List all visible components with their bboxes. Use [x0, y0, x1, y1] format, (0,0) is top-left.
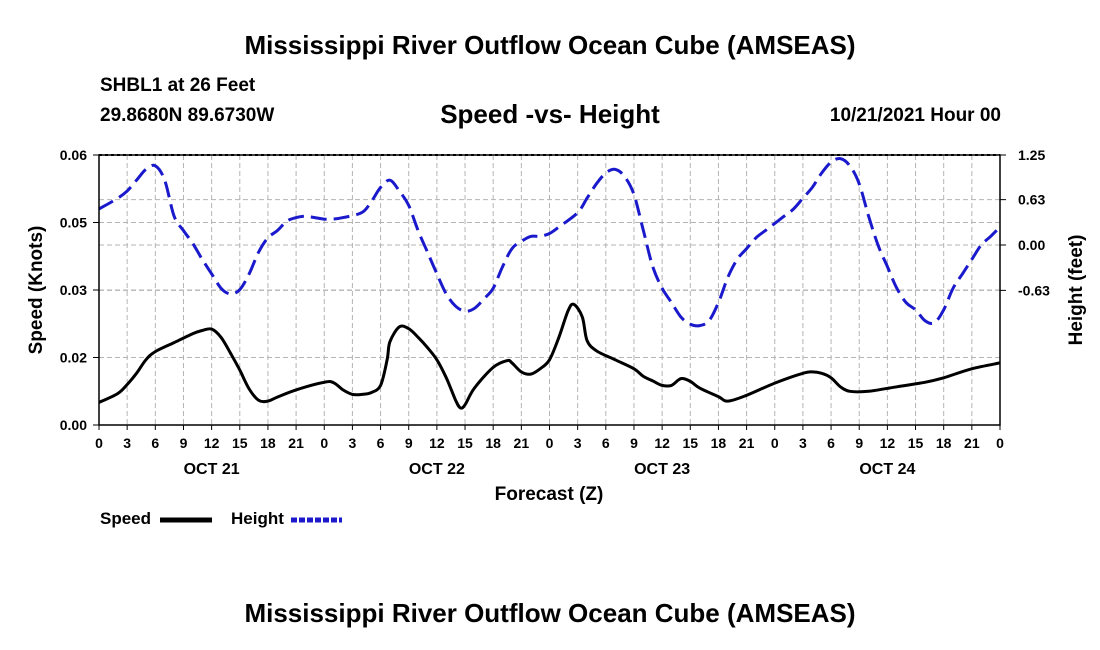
forecast-datetime: 10/21/2021 Hour 00 [829, 105, 1001, 126]
x-tick-label: 6 [377, 435, 385, 451]
y-right-tick-label: 1.25 [1018, 147, 1045, 163]
y-right-tick-label: 0.00 [1018, 237, 1045, 253]
x-tick-label: 21 [739, 435, 755, 451]
legend-height-label: Height [231, 509, 284, 528]
y-left-tick-label: 0.02 [60, 350, 87, 366]
legend-speed-label: Speed [100, 509, 152, 528]
x-axis-title: Forecast (Z) [495, 484, 604, 505]
y-axis-left-title: Speed (Knots) [26, 226, 47, 355]
footer-title: Mississippi River Outflow Ocean Cube (AM… [244, 598, 856, 628]
x-tick-label: 21 [288, 435, 304, 451]
x-tick-label: 21 [514, 435, 530, 451]
y-left-tick-label: 0.03 [60, 282, 87, 298]
x-tick-label: 9 [180, 435, 188, 451]
x-tick-label: 18 [260, 435, 276, 451]
chart-subtitle: Speed -vs- Height [440, 99, 660, 129]
day-label: OCT 23 [634, 461, 690, 478]
x-tick-label: 15 [232, 435, 248, 451]
x-tick-label: 12 [654, 435, 670, 451]
x-tick-label: 6 [151, 435, 159, 451]
x-tick-label: 18 [936, 435, 952, 451]
x-tick-label: 15 [682, 435, 698, 451]
series-speed-line [98, 302, 1001, 410]
page-title: Mississippi River Outflow Ocean Cube (AM… [244, 30, 856, 60]
y-right-tick-label: -0.63 [1018, 282, 1050, 298]
x-tick-label: 6 [827, 435, 835, 451]
day-label: OCT 21 [184, 461, 240, 478]
y-left-tick-label: 0.05 [60, 215, 87, 231]
x-tick-label: 0 [771, 435, 779, 451]
x-tick-label: 9 [405, 435, 413, 451]
x-tick-label: 21 [964, 435, 980, 451]
x-tick-label: 12 [204, 435, 220, 451]
station-coordinates: 29.8680N 89.6730W [100, 105, 275, 126]
station-label: SHBL1 at 26 Feet [100, 75, 256, 96]
x-tick-label: 9 [630, 435, 638, 451]
x-tick-label: 6 [602, 435, 610, 451]
x-tick-label: 0 [546, 435, 554, 451]
x-tick-label: 12 [429, 435, 445, 451]
y-axis-right-title: Height (feet) [1066, 235, 1087, 346]
y-left-tick-label: 0.00 [60, 417, 87, 433]
x-tick-label: 0 [320, 435, 328, 451]
day-label: OCT 22 [409, 461, 465, 478]
series-height-line [98, 156, 1002, 328]
x-tick-label: 18 [485, 435, 501, 451]
day-label: OCT 24 [859, 461, 915, 478]
x-tick-label: 3 [123, 435, 131, 451]
x-tick-label: 3 [799, 435, 807, 451]
x-tick-label: 3 [349, 435, 357, 451]
axis-ticks: 0 3 6 9 12 15 18 21 0 3 6 9 12 15 18 21 0 3 6 9 12 15 18 21 0 3 6 9… [60, 147, 1050, 478]
x-tick-label: 15 [908, 435, 924, 451]
chart-series [98, 156, 1002, 410]
x-tick-label: 18 [711, 435, 727, 451]
x-tick-label: 3 [574, 435, 582, 451]
x-tick-label: 0 [95, 435, 103, 451]
x-tick-label: 12 [880, 435, 896, 451]
y-right-tick-label: 0.63 [1018, 192, 1045, 208]
x-tick-label: 9 [855, 435, 863, 451]
x-tick-label: 0 [996, 435, 1004, 451]
chart-grid [99, 155, 1000, 425]
y-left-tick-label: 0.06 [60, 147, 87, 163]
x-tick-label: 15 [457, 435, 473, 451]
